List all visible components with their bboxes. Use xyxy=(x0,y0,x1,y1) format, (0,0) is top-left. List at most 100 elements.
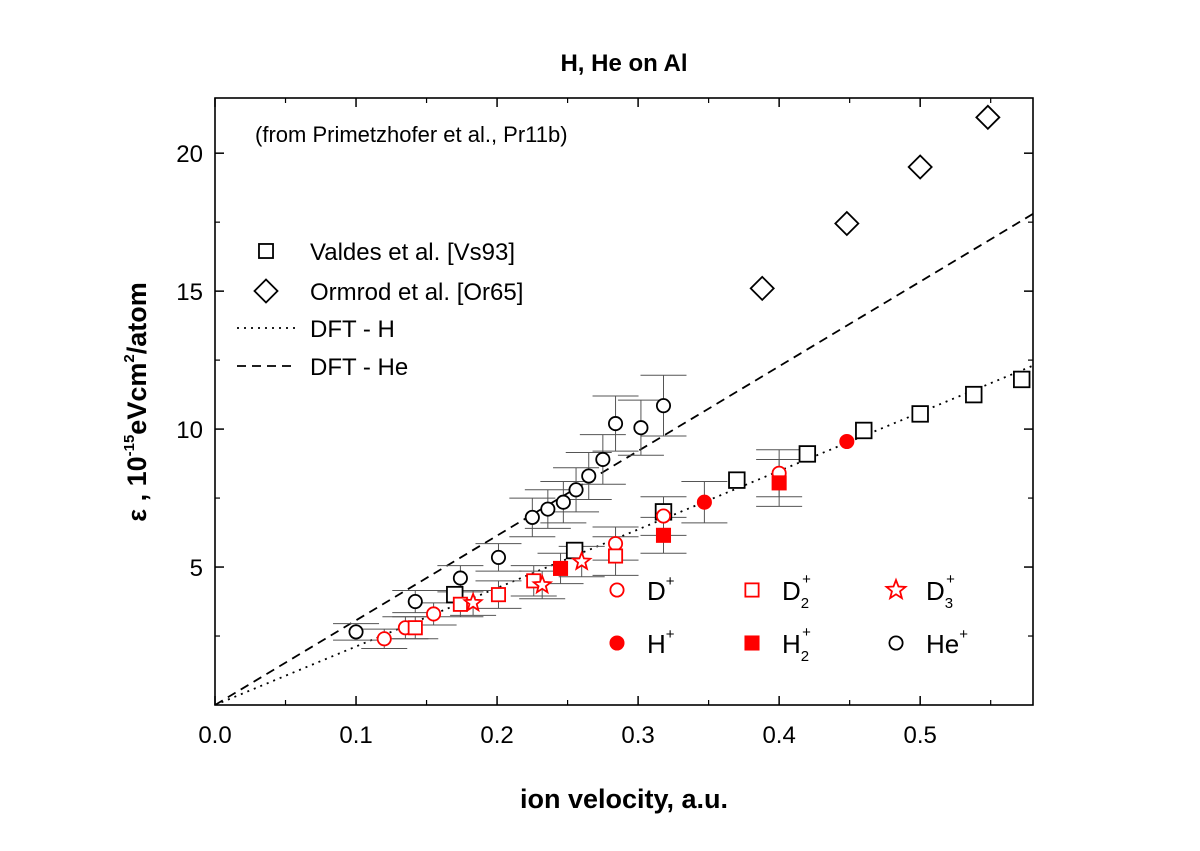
point-valdes-et-al-vs93 xyxy=(798,445,817,463)
y-tick-label: 15 xyxy=(176,279,203,306)
x-tick-label: 0.5 xyxy=(903,722,936,749)
point-valdes-et-al-vs93 xyxy=(911,405,929,423)
ion-legend-sup: + xyxy=(959,626,968,643)
point-d2 xyxy=(407,620,423,636)
x-axis-label: ion velocity, a.u. xyxy=(520,784,728,814)
y-axis-label-suffix: /atom xyxy=(122,282,152,354)
ion-legend-label: H2 + xyxy=(782,624,811,665)
source-annotation: (from Primetzhofer et al., Pr11b) xyxy=(255,122,568,147)
error-bars xyxy=(333,374,803,649)
point-he xyxy=(524,509,540,525)
axes: 0.0 0.1 0.2 0.3 0.4 0.5 5 10 15 20 xyxy=(176,98,1033,749)
ion-legend-label: D+ xyxy=(647,573,675,606)
legend-label: Ormrod et al. [Or65] xyxy=(310,279,523,306)
point-he xyxy=(568,482,584,498)
ion-legend-sub: 3 xyxy=(945,595,953,612)
ion-legend-marker xyxy=(888,635,904,651)
y-axis-label-exp2: 2 xyxy=(121,354,138,362)
ion-legend-sup: + xyxy=(666,573,675,590)
point-h xyxy=(696,494,712,510)
point-valdes-et-al-vs93 xyxy=(965,385,983,404)
point-ormrod-et-al-or65 xyxy=(975,104,1001,131)
point-h2 xyxy=(553,560,569,576)
line-dft-he xyxy=(215,213,1033,705)
chart-title: H, He on Al xyxy=(560,50,687,77)
point-d3 xyxy=(570,550,593,571)
point-h xyxy=(839,433,855,450)
ion-legend-label: H+ xyxy=(647,626,675,659)
point-valdes-et-al-vs93 xyxy=(728,471,746,489)
point-d3 xyxy=(462,591,484,613)
y-axis-label-mid: eVcm xyxy=(122,363,152,435)
y-tick-label: 10 xyxy=(176,417,203,444)
point-he xyxy=(595,451,611,467)
point-d xyxy=(426,606,442,622)
y-tick-label: 5 xyxy=(190,555,203,582)
ion-legend-sup: + xyxy=(946,571,955,588)
point-he xyxy=(633,420,649,436)
ion-legend-base: D xyxy=(782,576,801,606)
point-d2 xyxy=(608,548,624,564)
point-ormrod-et-al-or65 xyxy=(907,154,933,180)
fit-lines xyxy=(215,213,1033,705)
legend-marker xyxy=(258,243,274,259)
legend: Valdes et al. [Vs93] Ormrod et al. [Or65]… xyxy=(237,239,523,381)
ion-legend-sub: 2 xyxy=(801,595,809,612)
ion-legend-base: He xyxy=(926,629,959,659)
point-he xyxy=(407,594,423,610)
point-he xyxy=(348,624,364,640)
plot-frame xyxy=(214,97,1034,706)
y-axis-label-prefix: ε , 10 xyxy=(122,456,152,521)
ion-legend-base: H xyxy=(782,629,801,659)
ion-legend-sup: + xyxy=(802,571,811,588)
ion-legend-marker xyxy=(609,582,625,598)
legend-label: Valdes et al. [Vs93] xyxy=(310,239,515,266)
y-tick-label: 20 xyxy=(176,141,203,168)
ion-legend-label: He+ xyxy=(926,626,968,659)
point-valdes-et-al-vs93 xyxy=(1013,370,1031,389)
point-d xyxy=(608,536,624,552)
ion-legend-sub: 2 xyxy=(801,648,809,665)
data-points xyxy=(348,104,1031,647)
point-d xyxy=(376,631,392,647)
x-tick-label: 0.4 xyxy=(762,722,795,749)
point-ormrod-et-al-or65 xyxy=(834,210,860,237)
ion-legend-label: D3 + xyxy=(926,571,955,612)
point-h2 xyxy=(655,527,672,543)
ion-legend-marker xyxy=(609,635,625,651)
y-axis-label: ε , 10-15eVcm2/atom xyxy=(121,282,152,521)
point-he xyxy=(540,501,556,517)
legend-label: DFT - H xyxy=(310,316,395,343)
point-he xyxy=(608,416,624,432)
ion-legend-base: D xyxy=(926,576,945,606)
point-he xyxy=(555,494,571,510)
ion-legend: D+ D2+ D3+H+ H2+ He+ xyxy=(609,571,968,665)
line-dft-h xyxy=(215,364,1033,705)
point-ormrod-et-al-or65 xyxy=(749,275,775,302)
point-he xyxy=(581,468,597,484)
point-d2 xyxy=(452,596,468,612)
point-d xyxy=(655,508,672,524)
y-axis-label-exp1: -15 xyxy=(121,435,138,457)
ion-legend-sup: + xyxy=(802,624,811,641)
x-tick-label: 0.0 xyxy=(198,722,231,749)
ion-legend-marker xyxy=(884,577,908,601)
point-he xyxy=(490,549,507,565)
ion-legend-marker xyxy=(744,635,760,651)
point-he xyxy=(655,398,672,414)
ion-legend-sup: + xyxy=(666,626,675,643)
point-he xyxy=(452,570,468,586)
ion-legend-base: D xyxy=(647,576,666,606)
ion-legend-base: H xyxy=(647,629,666,659)
x-tick-label: 0.1 xyxy=(339,722,372,749)
legend-label: DFT - He xyxy=(310,354,408,381)
point-valdes-et-al-vs93 xyxy=(855,421,873,440)
x-tick-label: 0.3 xyxy=(621,722,654,749)
legend-marker xyxy=(253,278,279,304)
point-h2 xyxy=(771,475,787,491)
ion-legend-label: D2 + xyxy=(782,571,811,612)
point-d3 xyxy=(531,573,554,595)
ion-legend-marker xyxy=(744,582,760,598)
